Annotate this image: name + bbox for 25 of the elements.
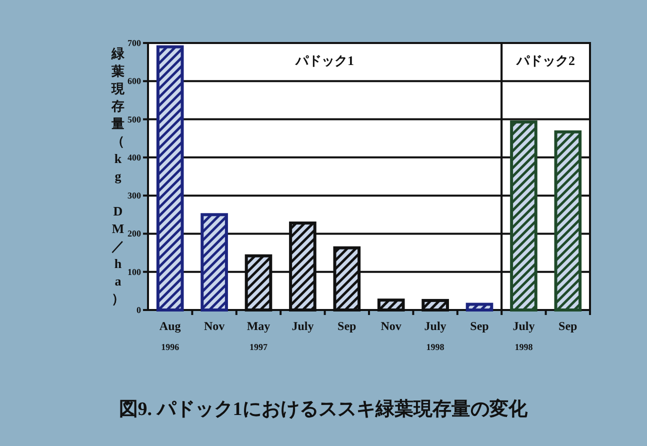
x-tick-label: Sep <box>558 319 578 333</box>
y-tick-label: 700 <box>128 38 142 48</box>
x-tick-label: Sep <box>470 319 490 333</box>
y-tick-label: 0 <box>136 305 142 315</box>
text: パドック2 <box>516 53 576 68</box>
x-tick-label: Nov <box>380 319 402 333</box>
y-tick-label: 200 <box>128 228 142 239</box>
x-tick-label: May 1997 <box>246 319 270 352</box>
x-tick-label: Aug 1996 <box>159 319 181 352</box>
bar <box>156 45 184 312</box>
y-tick-label: 500 <box>128 114 142 124</box>
x-tick-label: Sep <box>338 319 357 333</box>
x-tick-label: Nov <box>204 319 225 333</box>
text: パドック1 <box>294 53 354 68</box>
x-tick-label: July 1998 <box>424 319 446 352</box>
bar <box>466 302 494 312</box>
caption: 図9. パドック1におけるススキ緑葉現存量の変化 <box>118 398 528 420</box>
y-tick-label: 300 <box>128 190 142 201</box>
y-tick-label: 600 <box>128 76 142 86</box>
x-tick-label: July <box>292 319 314 333</box>
bar <box>200 213 228 312</box>
y-tick-label: 100 <box>128 266 142 277</box>
x-tick-label: July 1998 <box>512 319 535 352</box>
y-tick-label: 400 <box>128 152 142 162</box>
text: 緑葉現存量（kg DM／ha） <box>112 46 124 306</box>
